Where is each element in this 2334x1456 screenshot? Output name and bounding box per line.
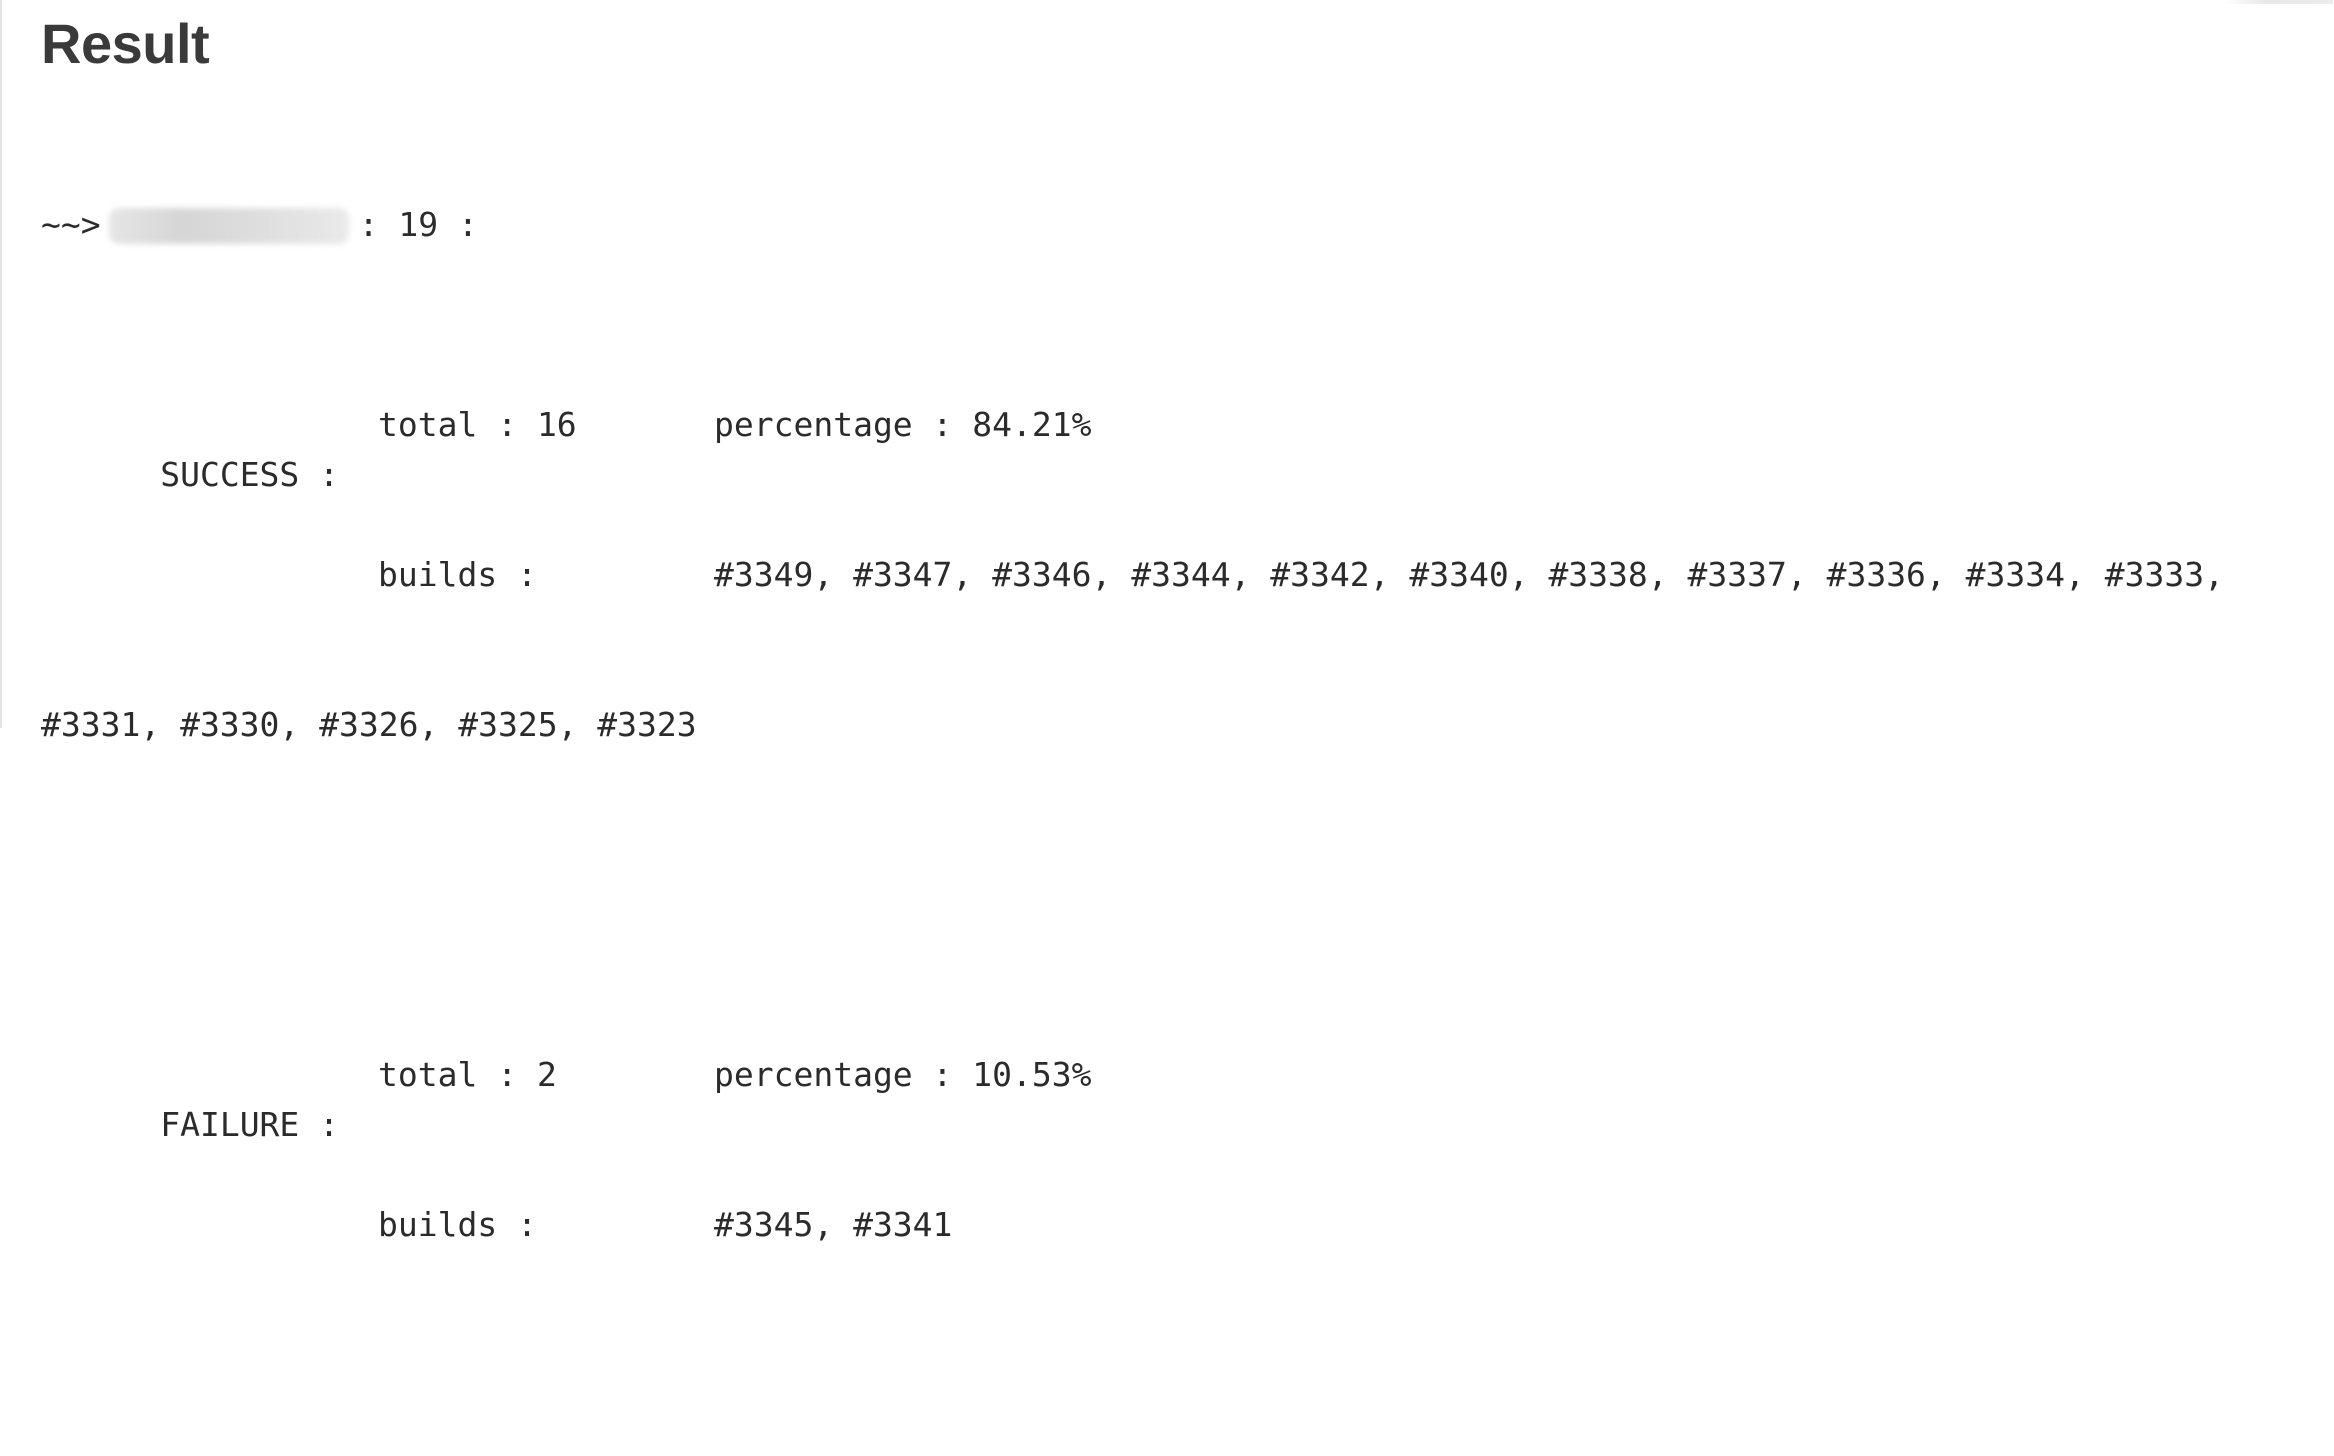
- blank-line: [41, 850, 2331, 900]
- failure-builds-line: builds : #3345, #3341: [41, 1200, 2331, 1250]
- failure-builds-label: builds :: [378, 1205, 537, 1244]
- success-builds-continued: #3331, #3330, #3326, #3325, #3323: [41, 705, 697, 744]
- success-builds-line: builds : #3349, #3347, #3346, #3344, #33…: [41, 550, 2331, 600]
- failure-builds: #3345, #3341: [714, 1205, 953, 1244]
- failure-percentage: percentage : 10.53%: [714, 1055, 1092, 1094]
- success-percentage: percentage : 84.21%: [714, 405, 1092, 444]
- header-count: : 19 :: [358, 205, 478, 244]
- success-builds: #3349, #3347, #3346, #3344, #3342, #3340…: [714, 555, 2224, 594]
- success-builds-line-2: #3331, #3330, #3326, #3325, #3323: [41, 700, 2331, 750]
- failure-total-line: FAILURE : total : 2 percentage : 10.53%: [41, 1050, 2331, 1144]
- result-panel: Result ~~> : 19 : SUCCESS : total : 16 pe…: [0, 0, 2333, 1244]
- console-header-line: ~~> : 19 :: [41, 200, 2331, 250]
- success-total-line: SUCCESS : total : 16 percentage : 84.21%: [41, 400, 2331, 494]
- redacted-name: [108, 208, 349, 244]
- corner-shadow: [2223, 0, 2333, 4]
- page-title: Result: [41, 12, 210, 75]
- header-prefix: ~~>: [41, 205, 101, 244]
- failure-status: FAILURE :: [160, 1105, 340, 1144]
- failure-total: total : 2: [378, 1055, 557, 1094]
- success-total: total : 16: [378, 405, 577, 444]
- blank-line: [41, 1350, 2331, 1400]
- success-status: SUCCESS :: [160, 455, 340, 494]
- console-output[interactable]: ~~> : 19 : SUCCESS : total : 16 percentag…: [41, 100, 2331, 1456]
- success-builds-label: builds :: [378, 555, 537, 594]
